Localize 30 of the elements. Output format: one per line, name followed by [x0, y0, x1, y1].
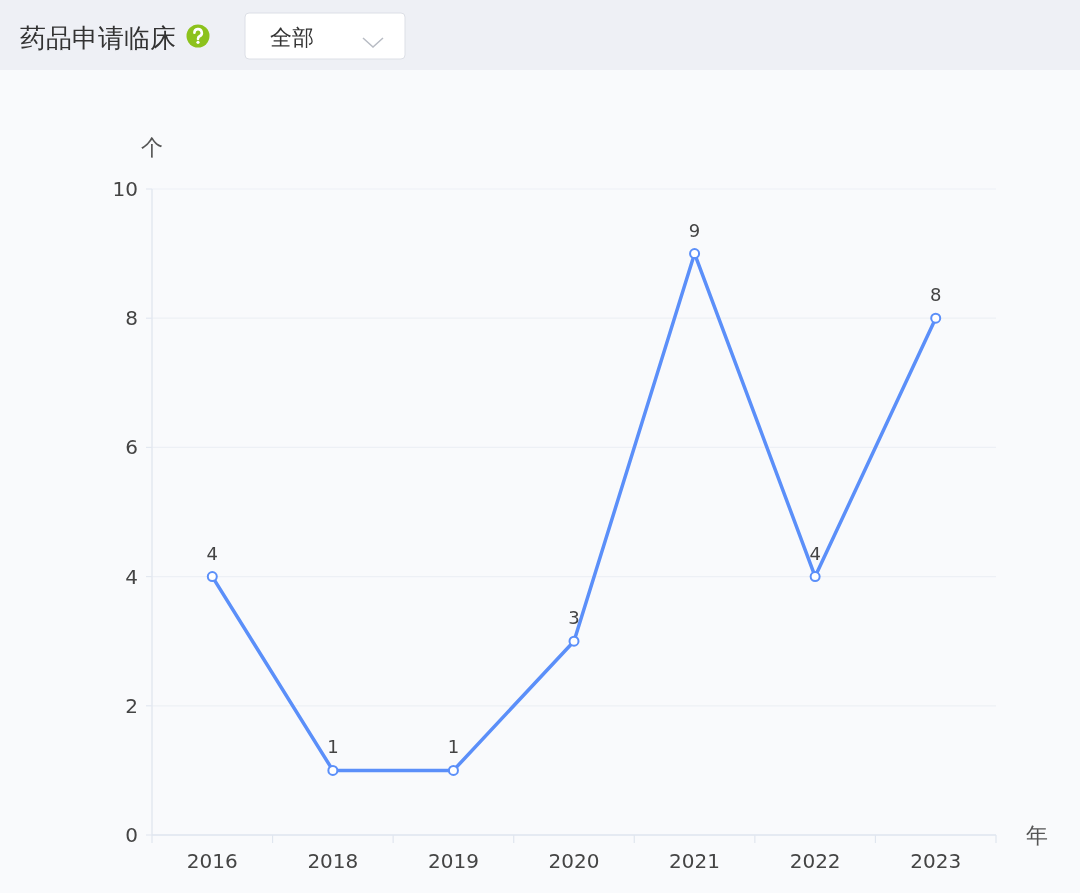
point — [809, 571, 821, 583]
x-tick-label: 2019 — [427, 849, 479, 873]
y-tick-label: 0 — [125, 823, 138, 847]
point — [447, 764, 459, 776]
x-tick-label: 2022 — [789, 849, 841, 873]
y-axis-title: 个 — [141, 135, 163, 160]
x-tick-label: 2021 — [669, 849, 721, 873]
y-tick-label: 4 — [125, 564, 138, 589]
point — [206, 571, 218, 583]
y-tick-label: 2 — [125, 693, 138, 718]
y-tick-label: 6 — [125, 435, 138, 460]
point — [568, 635, 580, 647]
x-tick-label: 2020 — [548, 849, 600, 873]
data-label: 3 — [568, 607, 580, 629]
chart-title: 药品申请临床 — [20, 23, 176, 53]
point — [327, 764, 339, 776]
data-label: 4 — [206, 542, 219, 564]
data-label: 4 — [809, 542, 821, 564]
y-tick-label: 10 — [112, 177, 138, 201]
data-label: 1 — [327, 736, 339, 758]
x-tick-label: 2016 — [186, 849, 238, 873]
point — [930, 312, 942, 324]
y-tick-label: 8 — [125, 306, 138, 331]
data-label: 8 — [929, 284, 942, 306]
dropdown: 全部 — [244, 12, 406, 60]
x-tick-label: 2018 — [307, 849, 359, 873]
data-label: 1 — [447, 736, 460, 758]
x-axis-title: 年 — [1026, 823, 1048, 848]
x-tick-label: 2023 — [910, 849, 962, 873]
data-label: 9 — [688, 219, 701, 241]
